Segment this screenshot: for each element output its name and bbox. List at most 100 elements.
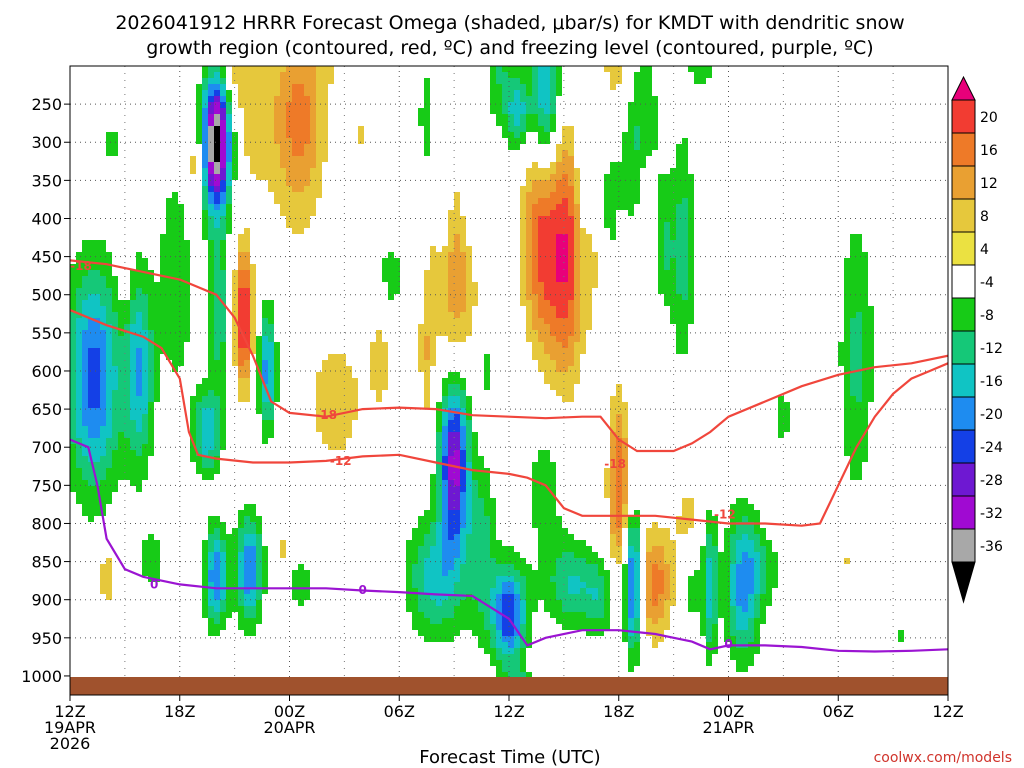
omega-cell xyxy=(868,306,874,312)
omega-cell xyxy=(436,432,442,438)
omega-cell xyxy=(220,96,226,102)
omega-cell xyxy=(736,606,742,612)
omega-cell xyxy=(856,432,862,438)
omega-cell xyxy=(268,354,274,360)
omega-cell xyxy=(202,582,208,588)
omega-cell xyxy=(616,516,622,522)
omega-cell xyxy=(628,546,634,552)
omega-cell xyxy=(418,522,424,528)
omega-cell xyxy=(220,312,226,318)
omega-cell xyxy=(586,240,592,246)
omega-cell xyxy=(754,510,760,516)
omega-cell xyxy=(208,366,214,372)
omega-cell xyxy=(142,306,148,312)
omega-cell xyxy=(646,540,652,546)
omega-cell xyxy=(124,384,130,390)
omega-cell xyxy=(208,210,214,216)
omega-cell xyxy=(238,582,244,588)
omega-cell xyxy=(424,312,430,318)
omega-cell xyxy=(262,558,268,564)
omega-cell xyxy=(136,348,142,354)
omega-cell xyxy=(490,558,496,564)
omega-cell xyxy=(544,546,550,552)
omega-cell xyxy=(538,516,544,522)
omega-cell xyxy=(568,372,574,378)
omega-cell xyxy=(484,366,490,372)
omega-cell xyxy=(88,510,94,516)
omega-cell xyxy=(118,318,124,324)
omega-cell xyxy=(292,222,298,228)
omega-cell xyxy=(610,228,616,234)
omega-cell xyxy=(232,150,238,156)
omega-cell xyxy=(148,396,154,402)
omega-cell xyxy=(124,312,130,318)
omega-cell xyxy=(148,360,154,366)
omega-cell xyxy=(292,576,298,582)
omega-cell xyxy=(676,180,682,186)
omega-cell xyxy=(424,84,430,90)
omega-cell xyxy=(346,390,352,396)
omega-cell xyxy=(652,144,658,150)
omega-cell xyxy=(718,570,724,576)
omega-cell xyxy=(430,612,436,618)
omega-cell xyxy=(670,192,676,198)
omega-cell xyxy=(214,156,220,162)
omega-cell xyxy=(100,252,106,258)
omega-cell xyxy=(838,354,844,360)
omega-cell xyxy=(562,366,568,372)
omega-cell xyxy=(436,330,442,336)
omega-cell xyxy=(430,492,436,498)
omega-cell xyxy=(436,582,442,588)
omega-cell xyxy=(838,342,844,348)
omega-cell xyxy=(424,138,430,144)
omega-cell xyxy=(616,546,622,552)
omega-cell xyxy=(646,624,652,630)
omega-cell xyxy=(208,522,214,528)
omega-cell xyxy=(586,318,592,324)
omega-cell xyxy=(580,312,586,318)
omega-cell xyxy=(244,234,250,240)
omega-cell xyxy=(88,468,94,474)
omega-cell xyxy=(166,210,172,216)
omega-cell xyxy=(448,564,454,570)
omega-cell xyxy=(370,348,376,354)
credit-text[interactable]: coolwx.com/models xyxy=(874,750,1012,766)
omega-cell xyxy=(646,114,652,120)
omega-cell xyxy=(568,534,574,540)
omega-cell xyxy=(178,342,184,348)
omega-cell xyxy=(298,144,304,150)
omega-cell xyxy=(580,600,586,606)
omega-cell xyxy=(532,216,538,222)
omega-cell xyxy=(94,450,100,456)
omega-cell xyxy=(502,648,508,654)
omega-cell xyxy=(82,420,88,426)
omega-cell xyxy=(598,588,604,594)
omega-cell xyxy=(484,612,490,618)
omega-cell xyxy=(112,318,118,324)
x-axis-label: Forecast Time (UTC) xyxy=(419,747,600,768)
omega-cell xyxy=(574,258,580,264)
omega-cell xyxy=(610,192,616,198)
omega-cell xyxy=(562,594,568,600)
omega-cell xyxy=(208,150,214,156)
omega-cell xyxy=(310,78,316,84)
omega-cell xyxy=(850,306,856,312)
omega-cell xyxy=(100,294,106,300)
omega-cell xyxy=(142,540,148,546)
omega-cell xyxy=(148,552,154,558)
omega-cell xyxy=(670,300,676,306)
omega-cell xyxy=(466,480,472,486)
omega-cell xyxy=(538,306,544,312)
omega-cell xyxy=(454,504,460,510)
omega-cell xyxy=(106,360,112,366)
omega-cell xyxy=(670,552,676,558)
omega-cell xyxy=(514,570,520,576)
omega-cell xyxy=(448,492,454,498)
omega-cell xyxy=(526,186,532,192)
omega-cell xyxy=(328,438,334,444)
omega-cell xyxy=(628,132,634,138)
omega-cell xyxy=(76,378,82,384)
omega-cell xyxy=(622,408,628,414)
omega-cell xyxy=(250,522,256,528)
omega-cell xyxy=(676,300,682,306)
